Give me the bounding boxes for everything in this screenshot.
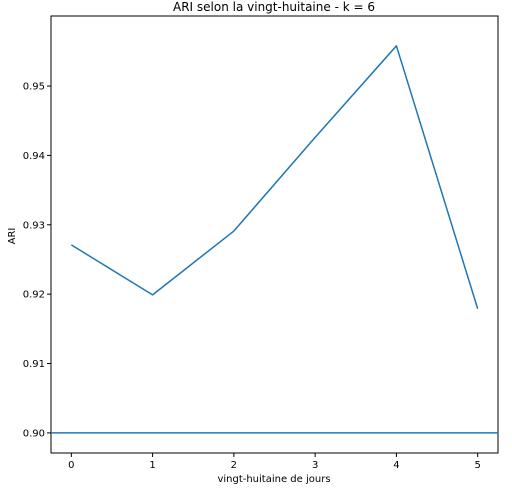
x-tick-label: 0 xyxy=(68,460,74,471)
y-tick-label: 0.93 xyxy=(23,220,45,231)
plot-area xyxy=(50,15,499,454)
x-axis-label: vingt-huitaine de jours xyxy=(217,474,330,485)
y-axis-label: ARI xyxy=(7,228,18,245)
series-line-0 xyxy=(70,45,479,309)
y-tick-label: 0.91 xyxy=(23,359,45,370)
axes-frame xyxy=(50,15,499,454)
x-tick-label: 4 xyxy=(393,460,399,471)
x-axis-ticks: 0 1 2 3 4 5 xyxy=(68,453,481,471)
y-tick-label: 0.90 xyxy=(23,428,45,439)
x-tick-label: 2 xyxy=(231,460,237,471)
x-tick-label: 1 xyxy=(149,460,155,471)
y-tick-label: 0.95 xyxy=(23,82,45,93)
x-tick-label: 3 xyxy=(312,460,318,471)
y-tick-label: 0.94 xyxy=(23,151,45,162)
y-axis-ticks: 0.90 0.91 0.92 0.93 0.94 0.95 xyxy=(23,82,51,439)
y-tick-label: 0.92 xyxy=(23,290,45,301)
x-tick-label: 5 xyxy=(474,460,480,471)
chart-title: ARI selon la vingt-huitaine - k = 6 xyxy=(173,0,375,14)
